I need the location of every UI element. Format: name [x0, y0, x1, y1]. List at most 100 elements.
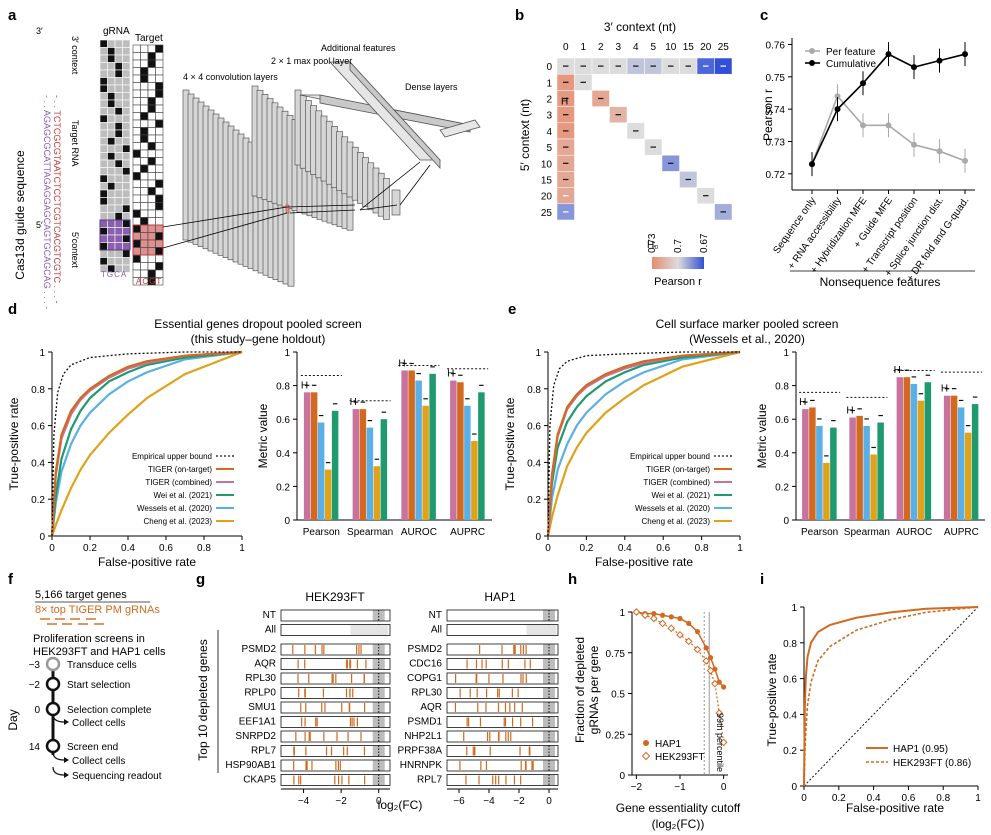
grna-cell	[99, 249, 108, 258]
h-point	[676, 631, 684, 639]
strip-row-label: HSP90AB1	[225, 760, 276, 771]
depletion-cutoff-chart: 0 0.25 0.5 0.75 1 −2 −1 0 HAP1 HEK293FT	[606, 608, 728, 793]
target-onehot-grid	[132, 44, 164, 286]
panel-i-ylabel: True-positive rate	[765, 653, 779, 746]
h-legend-marker	[643, 740, 649, 746]
grna-cell	[114, 77, 123, 86]
i-ytick-label: 0.2	[783, 746, 797, 757]
target-cell	[132, 127, 141, 136]
roc-xtick-label: 0.8	[197, 543, 211, 554]
panel-letter-a: a	[8, 7, 17, 24]
target-cell	[147, 74, 156, 83]
target-cell	[155, 262, 164, 271]
grna-cell	[107, 99, 116, 108]
target-cell	[140, 187, 149, 196]
roc-xtick-label: 1	[737, 543, 743, 554]
timeline-node	[45, 656, 61, 672]
target-cell	[147, 224, 156, 233]
c-legend-dot	[809, 60, 815, 66]
grna-cell	[114, 152, 123, 161]
target-window	[132, 224, 164, 256]
panel-e-subtitle: (Wessels et al., 2020)	[689, 332, 805, 346]
target-cell	[155, 254, 164, 263]
grna-cell	[99, 129, 108, 138]
grna-cell	[107, 159, 116, 168]
bar-ytick-label: 0	[284, 516, 290, 527]
projection-line-top	[162, 206, 288, 228]
strip-box	[446, 701, 559, 714]
roc-legend-label: Wessels et al. (2020)	[635, 504, 710, 513]
panel-g-ylabel: Top 10 depleted genes	[196, 639, 210, 760]
colorbar-tick: 0.73	[647, 233, 658, 253]
panel-e: e Cell surface marker pooled screen (Wes…	[503, 301, 985, 569]
target-cell	[132, 149, 141, 158]
grna-cell	[99, 39, 108, 48]
c-ytick-label: 0.76	[766, 40, 786, 51]
roc-ytick-label: 1	[535, 348, 541, 359]
target-cell	[155, 74, 164, 83]
grna-cell	[99, 92, 108, 101]
target-cell	[147, 209, 156, 218]
bar-ytick-label: 0.4	[775, 449, 789, 460]
i-xtick-label: 0.2	[832, 793, 846, 804]
strip-row-label: HNRNPK	[400, 760, 443, 771]
target-cell	[147, 202, 156, 211]
strip-null-density	[543, 644, 555, 655]
grna-cell	[107, 249, 116, 258]
strip-row-label: RPL7	[417, 775, 442, 786]
target-cell	[132, 262, 141, 271]
grna-cell	[114, 84, 123, 93]
panel-f: f 5,166 target genes 8× top TIGER PM gRN…	[6, 571, 166, 782]
grna-cell	[122, 249, 131, 258]
target-cell	[147, 97, 156, 106]
target-cell	[140, 164, 149, 173]
side-label-5p: 5′context	[70, 232, 80, 268]
grna-cell	[107, 144, 116, 153]
strip-box	[280, 687, 391, 699]
grna-cell	[107, 122, 116, 131]
target-cell	[147, 254, 156, 263]
grna-cell	[122, 182, 131, 191]
strip-null-density	[372, 760, 385, 771]
target-cell	[155, 202, 164, 211]
metric-bar	[352, 409, 360, 520]
target-cell	[155, 82, 164, 91]
bar-h0-tag: H	[941, 384, 948, 395]
target-cell	[140, 134, 149, 143]
metric-bar	[408, 370, 415, 520]
heatmap-title: 3′ context (nt)	[604, 20, 676, 34]
target-cell	[147, 52, 156, 61]
timeline-day: −3	[29, 660, 41, 671]
grna-cell	[122, 99, 131, 108]
metric-bar	[471, 441, 478, 520]
strip-xtick-label: 0	[376, 796, 382, 807]
grna-cell	[107, 47, 116, 56]
heatmap-col-label: 1	[580, 42, 586, 53]
panel-i: i 0 0.2 0.4 0.6 0.8 1 0 0.2 0.4 0.6 0.8 1 HAP1 (0.95…	[760, 571, 981, 815]
bar-ytick-label: 0.2	[276, 482, 290, 493]
strip-box	[446, 745, 559, 757]
layer-label-dense: Dense layers	[405, 82, 458, 92]
grna-cell	[99, 62, 108, 71]
target-cell	[155, 164, 164, 173]
grna-cell	[122, 137, 131, 146]
metric-bar	[903, 377, 911, 520]
roc-xtick-label: 1	[239, 543, 245, 554]
panel-a: a Cas13d guide sequence - . . AGAGCGCATT…	[8, 7, 481, 309]
target-cell	[132, 217, 141, 226]
c-point	[885, 122, 892, 129]
grna-cell	[122, 77, 131, 86]
c-ytick-label: 0.75	[766, 73, 786, 84]
roc-legend-label: Empirical upper bound	[630, 452, 710, 461]
strip-xtick-label: −2	[335, 796, 347, 807]
target-cell	[147, 82, 156, 91]
screens-label-2: HEK293FT and HAP1 cells	[33, 646, 166, 658]
strip-null-density	[543, 731, 555, 742]
c-point	[936, 148, 943, 155]
c-point	[834, 93, 841, 100]
c-legend-label: Cumulative	[826, 59, 876, 70]
roc-xtick-label: 0.2	[83, 543, 97, 554]
grna-cell	[114, 107, 123, 116]
target-cell	[140, 172, 149, 181]
